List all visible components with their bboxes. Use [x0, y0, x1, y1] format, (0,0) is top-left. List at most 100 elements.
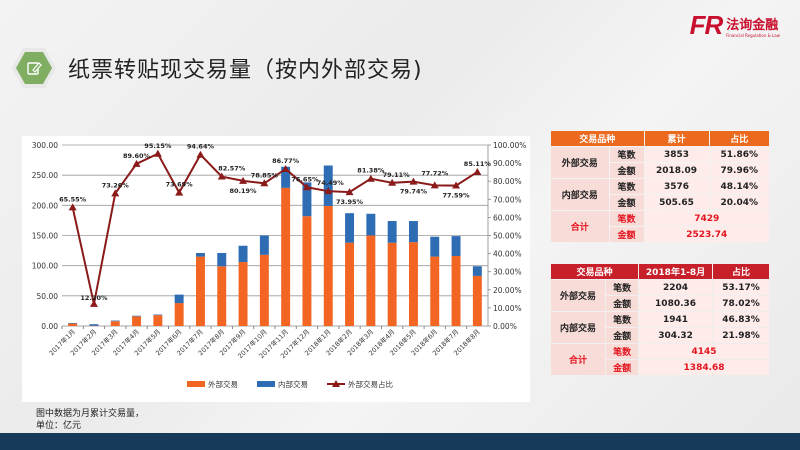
footnote-line-2: 单位：亿元 [36, 421, 82, 431]
triangle-marker-icon [111, 189, 120, 197]
row-sub: 金额 [609, 163, 644, 178]
total-label: 合计 [551, 344, 606, 375]
bar-internal [302, 182, 312, 217]
triangle-marker-icon [452, 181, 461, 189]
total-count-label: 笔数 [606, 344, 639, 359]
chart-panel: 0.00 50.00 100.00 150.00 200.00 250.00 300.00 0… [22, 136, 530, 402]
table-row: 金额 1080.36 78.02% [551, 296, 769, 311]
data-label: 95.15% [144, 142, 172, 150]
row-value: 3853 [644, 147, 709, 162]
triangle-marker-icon [430, 181, 439, 189]
data-label: 73.26% [102, 181, 130, 189]
bar-external [217, 266, 227, 326]
bar-external [366, 235, 376, 326]
triangle-marker-icon [345, 188, 354, 196]
col-header: 占比 [713, 264, 769, 279]
bar-external [430, 256, 440, 326]
data-label: 77.72% [421, 169, 449, 177]
data-label: 73.69% [166, 181, 194, 189]
y-tick-label: 50.00 [37, 292, 59, 301]
data-label: 82.57% [218, 165, 246, 173]
triangle-marker-icon [324, 187, 333, 195]
y2-tick-label: 40.00% [493, 250, 522, 259]
row-sub: 金额 [606, 296, 639, 311]
total-row: 金额 2523.74 [551, 227, 769, 242]
legend-label: 外部交易占比 [348, 379, 393, 389]
y-tick-label: 300.00 [32, 141, 58, 150]
bar-external [451, 256, 461, 326]
bar-internal [408, 221, 418, 243]
stacked-bar-line-chart: 0.00 50.00 100.00 150.00 200.00 250.00 300.00 0… [32, 141, 527, 389]
total-row: 合计 笔数 4145 [551, 344, 769, 375]
row-category: 外部交易 [551, 280, 606, 311]
data-label: 12.20% [80, 294, 108, 302]
total-count: 7429 [644, 211, 769, 226]
row-sub: 笔数 [609, 179, 644, 194]
bar-internal [472, 266, 482, 276]
data-label: 81.38% [357, 167, 385, 175]
row-pct: 21.98% [713, 328, 769, 343]
triangle-marker-icon [366, 174, 375, 182]
triangle-marker-icon [153, 149, 162, 157]
row-pct: 46.83% [713, 312, 769, 327]
y2-tick-label: 80.00% [493, 177, 522, 186]
row-pct: 78.02% [713, 296, 769, 311]
row-value: 1080.36 [639, 296, 713, 311]
bar-external [345, 242, 355, 326]
row-value: 1941 [639, 312, 713, 327]
data-label: 77.59% [443, 192, 471, 200]
table-row: 金额 304.32 21.98% [551, 328, 769, 343]
total-count: 4145 [639, 344, 769, 359]
triangle-marker-icon [132, 159, 141, 167]
bar-external [323, 205, 333, 326]
bar-external [472, 275, 482, 326]
y-tick-label: 200.00 [32, 201, 58, 210]
bar-external [174, 303, 184, 326]
row-value: 2204 [639, 280, 713, 295]
table-row: 金额 505.65 20.04% [551, 195, 769, 210]
col-header: 累计 [644, 131, 709, 146]
triangle-marker-icon [302, 183, 311, 191]
bar-internal [430, 236, 440, 257]
bar-internal [387, 221, 397, 243]
legend-triangle-icon [332, 380, 340, 387]
row-category: 内部交易 [551, 179, 609, 210]
bar-internal [217, 252, 227, 267]
data-label: 79.74% [400, 188, 428, 196]
logo-mark: FR [689, 10, 724, 40]
bar-external [110, 321, 120, 326]
y-tick-label: 150.00 [32, 232, 58, 241]
total-row: 金额 1384.68 [551, 360, 769, 375]
bar-internal [132, 315, 142, 317]
row-sub: 金额 [609, 195, 644, 210]
total-row: 合计 笔数 7429 [551, 211, 769, 242]
bar-internal [281, 166, 291, 188]
data-label: 85.11% [464, 160, 492, 168]
data-label: 78.85% [251, 171, 279, 179]
table-row: 内部交易 笔数 1941 46.83% [551, 312, 769, 343]
triangle-marker-icon [409, 177, 418, 185]
footnote: 图中数据为月累计交易量， 单位：亿元 [36, 408, 144, 432]
total-amount: 2523.74 [644, 227, 769, 242]
bar-internal [323, 165, 333, 206]
table-row: 外部交易 笔数 3853 51.86% [551, 147, 769, 178]
bar-internal [68, 322, 78, 324]
triangle-marker-icon [68, 203, 77, 211]
total-count-label: 笔数 [609, 211, 644, 226]
data-label: 73.95% [336, 198, 364, 206]
data-label: 94.64% [187, 143, 215, 151]
bar-external [132, 316, 142, 326]
row-sub: 笔数 [609, 147, 644, 162]
data-label: 74.49% [317, 179, 345, 187]
bar-external [195, 256, 205, 326]
row-value: 505.65 [644, 195, 709, 210]
y2-tick-label: 60.00% [493, 213, 522, 222]
row-sub: 笔数 [606, 312, 639, 327]
legend-swatch [257, 381, 275, 387]
bar-internal [366, 213, 376, 236]
row-pct: 51.86% [709, 147, 769, 162]
bar-external [387, 242, 397, 326]
data-label: 86.77% [272, 157, 300, 165]
bar-internal [238, 245, 248, 263]
data-label: 89.60% [123, 152, 151, 160]
